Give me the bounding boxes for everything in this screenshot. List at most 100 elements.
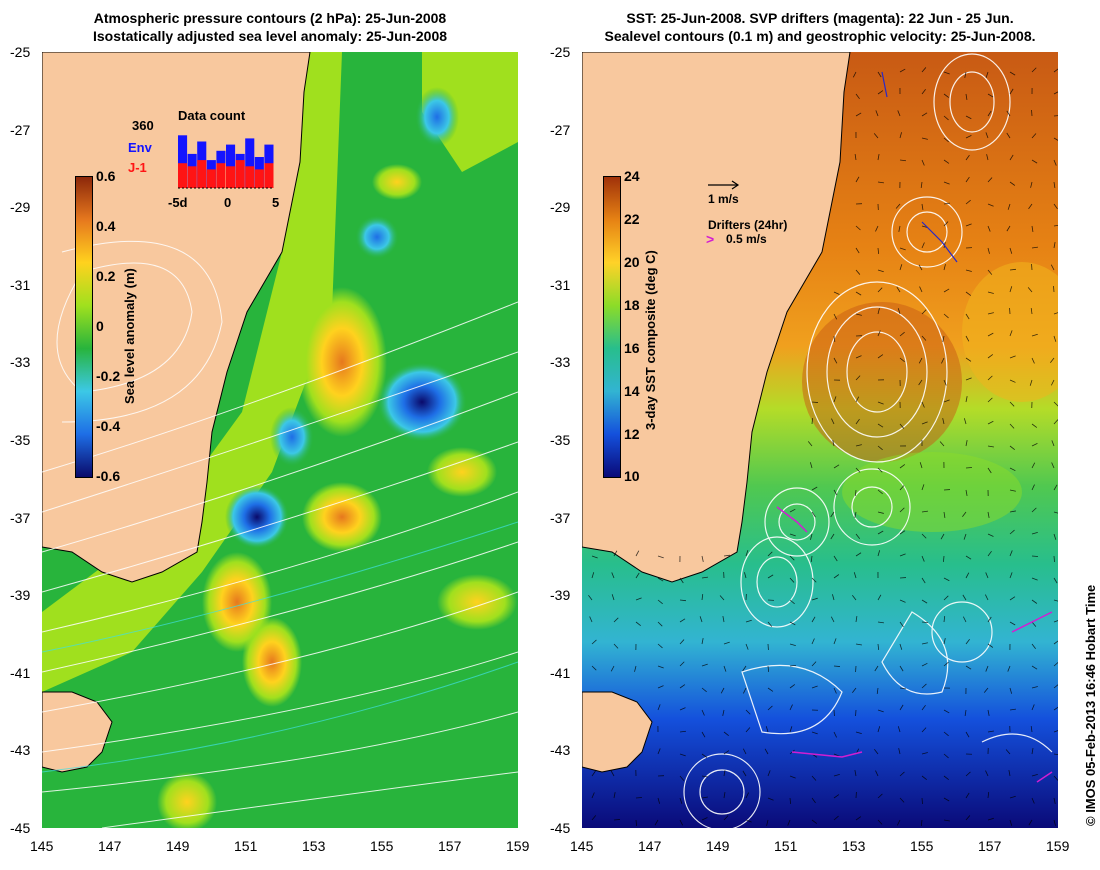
velocity-arrow-173: [942, 418, 945, 425]
velocity-arrow-161: [943, 399, 950, 403]
velocity-arrow-198: [965, 467, 973, 469]
velocity-arrow-180: [832, 440, 835, 447]
drifters-key-speed: 0.5 m/s: [726, 232, 767, 246]
velocity-arrow-472: [613, 792, 616, 799]
velocity-arrow-50: [855, 176, 860, 183]
velocity-arrow-385: [921, 683, 927, 689]
velocity-arrow-181: [855, 444, 862, 447]
velocity-arrow-368: [965, 665, 972, 670]
velocity-arrow-316: [789, 621, 796, 626]
velocity-arrow-236: [963, 533, 967, 540]
sla-colorbar-tick-2: 0.2: [96, 268, 116, 284]
velocity-arrow-428: [1030, 726, 1033, 733]
velocity-arrow-170: [877, 423, 884, 428]
inset-j1-bar-6: [235, 160, 245, 188]
velocity-arrow-109: [1027, 287, 1033, 293]
velocity-arrow-121: [1053, 312, 1058, 315]
velocity-arrow-393: [679, 707, 686, 711]
inset-count: 360: [132, 118, 154, 133]
velocity-arrow-384: [899, 687, 906, 690]
velocity-arrow-374: [679, 684, 686, 689]
velocity-arrow-77: [1006, 225, 1011, 232]
velocity-arrow-66: [987, 203, 994, 207]
velocity-arrow-380: [811, 685, 818, 689]
sla-colorbar-tick-1: 0.4: [96, 218, 116, 234]
inset-title: Data count: [178, 108, 246, 123]
velocity-arrow-254: [877, 550, 881, 557]
velocity-arrow-377: [743, 687, 747, 694]
sst-colorbar-tick-2: 20: [624, 254, 640, 270]
velocity-arrow-233: [899, 530, 906, 535]
velocity-arrow-247: [723, 554, 730, 557]
velocity-arrow-92: [899, 264, 903, 271]
velocity-arrow-150: [965, 377, 972, 381]
sla-colorbar-label: Sea level anomaly (m): [122, 268, 137, 404]
velocity-arrow-489: [987, 791, 990, 799]
velocity-arrow-382: [852, 687, 857, 693]
lat-left-tick-0: -25: [10, 44, 31, 60]
velocity-arrow-264: [611, 572, 615, 579]
velocity-arrow-422: [897, 726, 901, 733]
velocity-arrow-258: [965, 555, 972, 560]
velocity-arrow-215: [789, 508, 796, 513]
lat-left-tick-9: -43: [10, 742, 31, 759]
velocity-arrow-174: [963, 418, 967, 425]
velocity-arrow-242: [613, 550, 618, 557]
velocity-arrow-373: [657, 685, 664, 689]
inset-j1-bar-7: [245, 166, 255, 188]
inset-env-label: Env: [128, 140, 152, 155]
velocity-arrow-244: [657, 555, 664, 559]
velocity-arrow-392: [657, 704, 661, 711]
lon-left-tick-4: 153: [302, 838, 326, 854]
velocity-arrow-75: [965, 223, 972, 227]
velocity-arrow-485: [899, 797, 905, 803]
velocity-arrow-442: [921, 752, 928, 755]
velocity-arrow-487: [943, 797, 950, 802]
velocity-arrow-178: [1053, 419, 1058, 425]
velocity-arrow-492: [1053, 797, 1056, 804]
left-title-line2: Isostatically adjusted sea level anomaly…: [92, 28, 448, 44]
velocity-arrow-188: [1009, 445, 1015, 450]
velocity-arrow-219: [877, 511, 884, 514]
velocity-arrow-260: [1009, 550, 1013, 557]
lat-right-tick-10: -45: [550, 820, 571, 836]
velocity-arrow-330: [613, 643, 619, 649]
inset-xtick-0: -5d: [168, 195, 188, 210]
velocity-arrow-329: [591, 639, 597, 645]
velocity-key-arrow: [708, 180, 740, 190]
velocity-arrow-97: [1009, 268, 1017, 271]
velocity-arrow-82: [899, 247, 906, 251]
inset-bar-chart: [178, 135, 274, 189]
velocity-arrow-220: [899, 507, 905, 513]
velocity-arrow-415: [745, 727, 751, 733]
velocity-arrow-397: [767, 705, 773, 711]
velocity-arrow-59: [1053, 181, 1056, 188]
lon-left-tick-1: 147: [98, 838, 122, 854]
velocity-arrow-308: [613, 617, 619, 623]
velocity-arrow-185: [939, 441, 945, 447]
velocity-arrow-466: [965, 771, 971, 777]
velocity-arrow-57: [1009, 181, 1016, 186]
inset-j1-bar-8: [254, 169, 264, 188]
velocity-arrow-134: [855, 355, 862, 359]
velocity-arrow-333: [679, 639, 685, 645]
velocity-arrow-54: [943, 181, 950, 185]
velocity-arrow-318: [830, 616, 835, 623]
inset-j1-bar-1: [187, 166, 197, 188]
velocity-arrow-94: [943, 264, 946, 271]
velocity-arrow-74: [943, 221, 949, 227]
velocity-arrow-291: [719, 595, 725, 601]
velocity-arrow-88: [1031, 246, 1038, 249]
drifters-key-icon: >: [706, 231, 715, 247]
velocity-arrow-31: [873, 133, 879, 139]
velocity-arrow-45: [965, 154, 970, 161]
velocity-arrow-149: [943, 379, 947, 386]
velocity-arrow-262: [1053, 555, 1055, 563]
velocity-arrow-458: [789, 775, 796, 779]
lat-right-tick-0: -25: [550, 44, 571, 60]
velocity-arrow-268: [701, 576, 708, 579]
credit-text: © IMOS 05-Feb-2013 16:46 Hobart Time: [1083, 584, 1098, 826]
velocity-arrow-430: [657, 748, 661, 755]
velocity-arrow-289: [679, 599, 687, 602]
velocity-arrow-37: [1006, 132, 1011, 139]
